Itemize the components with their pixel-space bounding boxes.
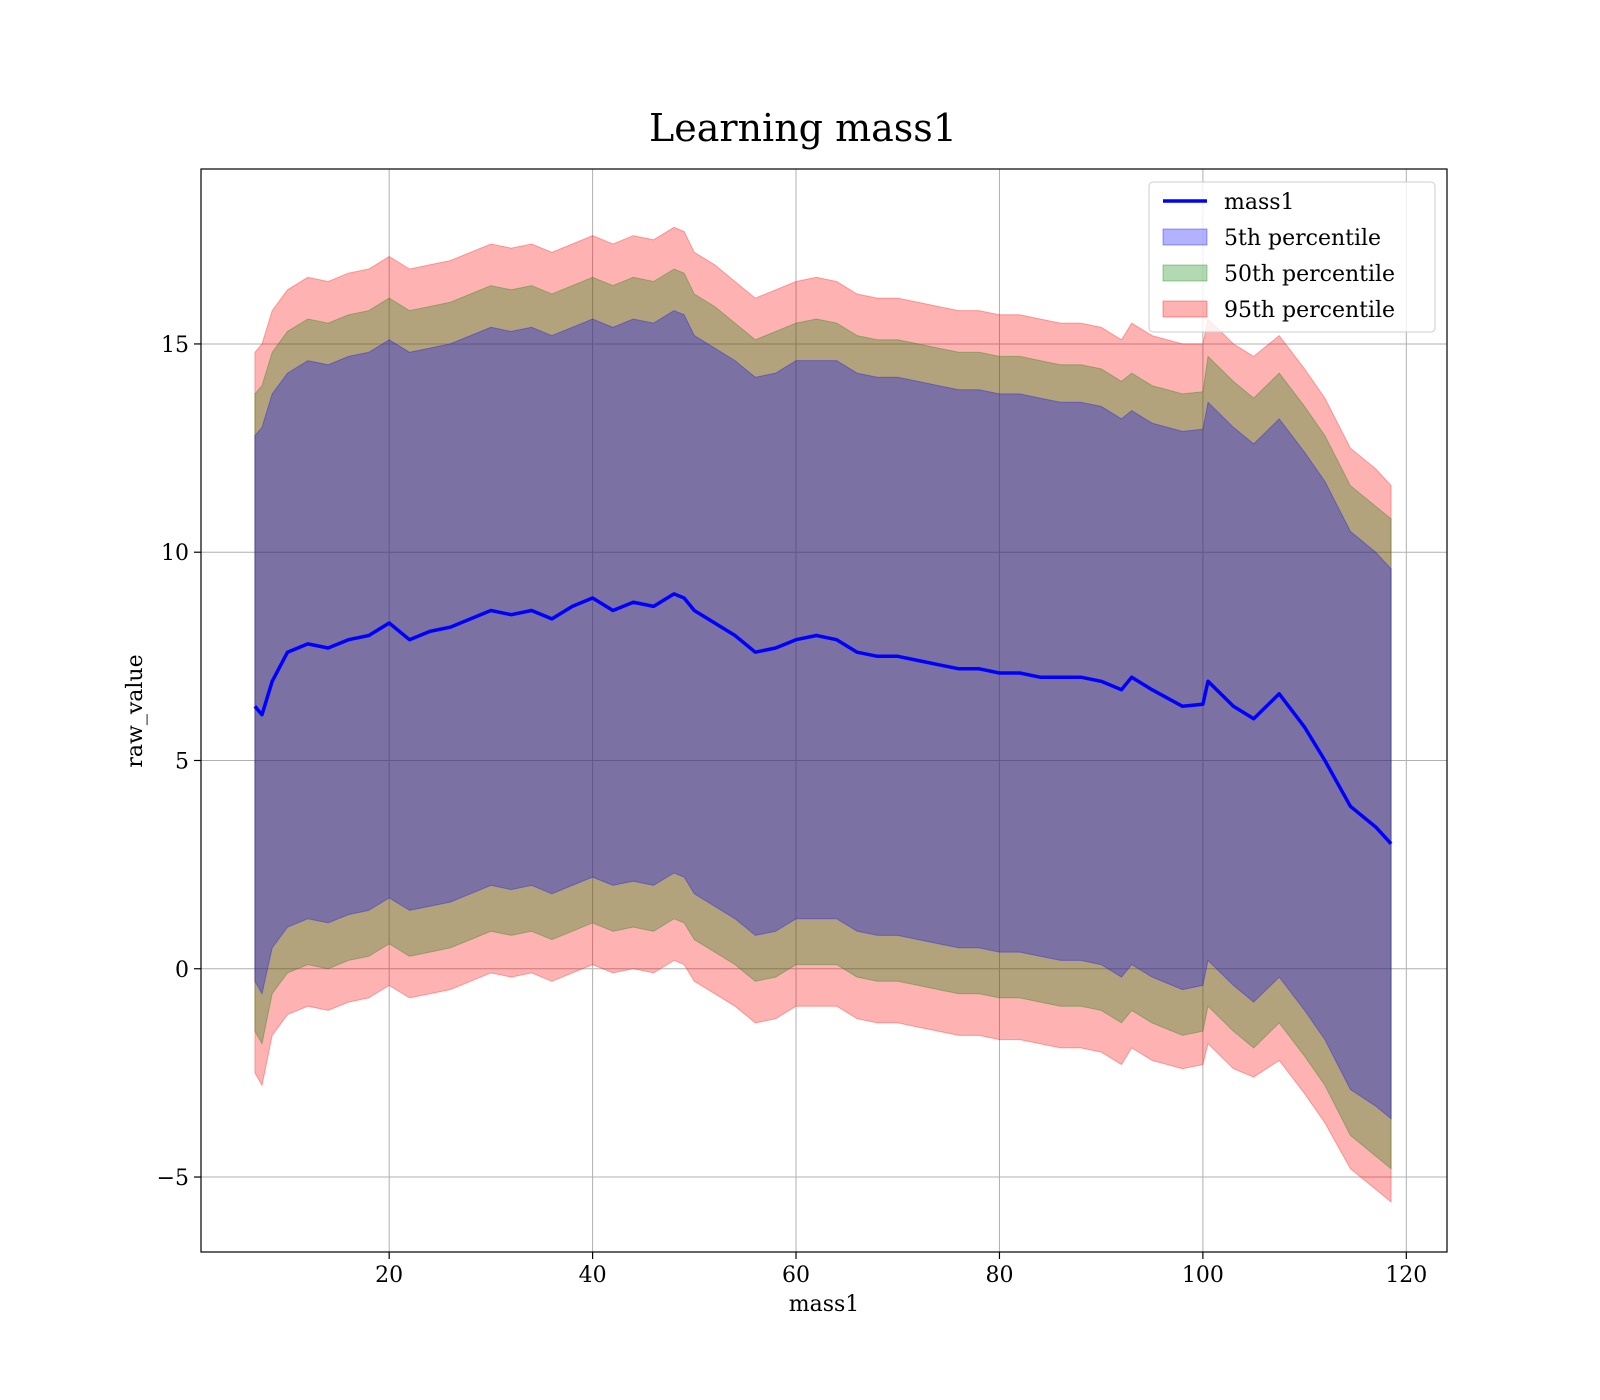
x-tick-label: 100 [1182, 1263, 1224, 1288]
x-tick-label: 80 [985, 1263, 1013, 1288]
y-tick-label: 15 [161, 333, 189, 358]
legend-label: 95th percentile [1224, 298, 1395, 323]
series-lines [253, 592, 1393, 845]
y-tick-label: −5 [157, 1166, 189, 1191]
plot-area [200, 168, 1448, 1253]
y-tick-label: 5 [175, 749, 189, 774]
grid-lines [201, 169, 1447, 1252]
legend-label: 5th percentile [1224, 226, 1381, 251]
legend-swatch-patch [1162, 300, 1208, 318]
series-line-mass1 [253, 592, 1393, 845]
x-tick-label: 20 [375, 1263, 403, 1288]
x-tick-label: 60 [782, 1263, 810, 1288]
legend-swatch-patch [1162, 228, 1208, 246]
axis-ticks: 20 40 60 80 100 120 −5 0 5 10 15 [157, 333, 1428, 1288]
band-95th-percentile [254, 226, 1392, 1204]
legend-label: 50th percentile [1224, 262, 1395, 287]
chart-title: Learning mass1 [649, 106, 957, 150]
band-50th-percentile [254, 268, 1392, 1170]
y-tick-label: 10 [161, 541, 189, 566]
band-5th-percentile [254, 310, 1392, 1120]
y-tick-label: 0 [175, 958, 189, 983]
axes-frame [200, 168, 1448, 1253]
legend-frame [1148, 181, 1436, 333]
x-tick-label: 120 [1385, 1263, 1427, 1288]
legend-label: mass1 [1224, 190, 1295, 215]
x-tick-label: 40 [579, 1263, 607, 1288]
legend: mass1 5th percentile 50th percentile 95th p… [1148, 181, 1436, 333]
y-axis-label: raw_value [123, 654, 148, 767]
x-axis-label: mass1 [789, 1292, 860, 1317]
legend-swatch-patch [1162, 264, 1208, 282]
percentile-bands [254, 226, 1392, 1204]
